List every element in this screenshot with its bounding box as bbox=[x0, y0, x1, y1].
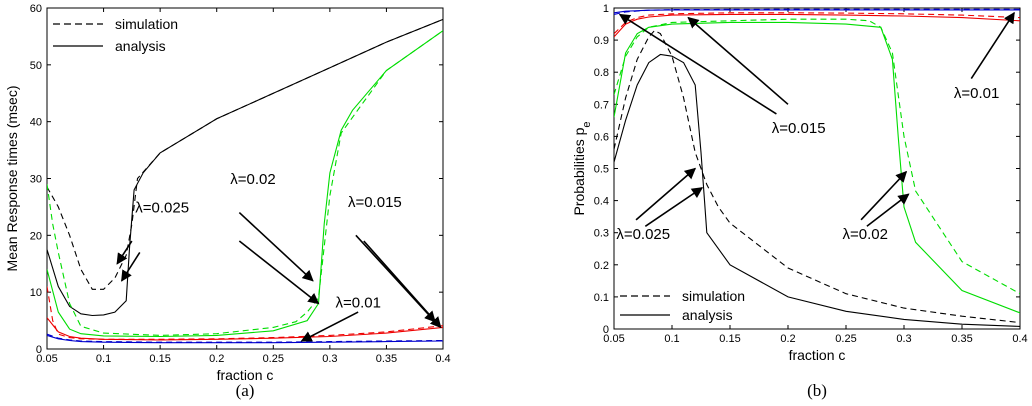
x-tick-label: 0.05 bbox=[603, 333, 624, 345]
annotation-arrow bbox=[618, 13, 777, 115]
series-line-analysis-lambda-0_025 bbox=[614, 53, 1020, 327]
y-tick-label: 0.6 bbox=[594, 131, 609, 143]
annotation-arrow bbox=[116, 240, 133, 265]
annotation-arrow bbox=[238, 240, 320, 305]
legend-label: simulation bbox=[682, 288, 745, 304]
x-tick-label: 0.2 bbox=[780, 333, 795, 345]
series-line-analysis-lambda-0_01 bbox=[47, 334, 443, 344]
y-tick-label: 0.1 bbox=[594, 292, 609, 304]
chart-panel-b: 0.05 0.1 0.15 0.2 0.25 0.3 0.35 0.4 0 0.1 0.2 0.3 0.… bbox=[571, 3, 1028, 400]
chart-panel-a: 0.05 0.1 0.15 0.2 0.25 0.3 0.35 0.4 0 10 20 30 40 50 6… bbox=[4, 3, 451, 400]
y-axis-label: Mean Response times (msec) bbox=[4, 86, 20, 272]
series-line-analysis-lambda-0_02 bbox=[47, 30, 443, 338]
legend-label: analysis bbox=[115, 38, 166, 54]
x-tick-label: 0.1 bbox=[96, 353, 111, 365]
x-tick-label: 0.4 bbox=[435, 353, 450, 365]
series-line-simulation-lambda-0_02 bbox=[47, 30, 443, 336]
annotation-label: λ=0.02 bbox=[230, 171, 275, 188]
y-tick-label: 0.2 bbox=[594, 260, 609, 272]
x-tick-label: 0.3 bbox=[896, 333, 911, 345]
x-axis-label: fraction c bbox=[217, 367, 274, 383]
y-tick-label: 0 bbox=[36, 344, 42, 356]
x-tick-label: 0.25 bbox=[263, 353, 284, 365]
x-tick-label: 0.35 bbox=[376, 353, 397, 365]
annotation-label: λ=0.015 bbox=[772, 120, 826, 137]
y-tick-label: 50 bbox=[30, 60, 42, 72]
y-tick-label: 0.3 bbox=[594, 228, 609, 240]
y-tick-label: 1 bbox=[603, 3, 609, 15]
annotation-arrow bbox=[860, 170, 908, 221]
y-tick-label: 0.9 bbox=[594, 35, 609, 47]
annotation-arrow bbox=[866, 193, 910, 227]
y-tick-label: 0 bbox=[603, 324, 609, 336]
series-line-analysis-lambda-0_015 bbox=[614, 13, 1020, 38]
series-line-simulation-lambda-0_025 bbox=[614, 29, 1020, 324]
annotation-label: λ=0.025 bbox=[135, 200, 189, 217]
x-tick-label: 0.4 bbox=[1012, 333, 1027, 345]
annotation-arrow bbox=[300, 311, 359, 342]
y-tick-label: 0.5 bbox=[594, 164, 609, 176]
annotation-arrow bbox=[363, 240, 442, 329]
x-tick-label: 0.05 bbox=[36, 353, 57, 365]
annotation-arrow bbox=[238, 212, 314, 282]
series-line-simulation-lambda-0_01 bbox=[614, 8, 1020, 15]
figure-caption: (a) bbox=[236, 381, 255, 400]
y-axis-label: Probabilities pe bbox=[571, 121, 593, 215]
series-line-analysis-lambda-0_01 bbox=[614, 9, 1020, 14]
annotation-arrow bbox=[687, 16, 789, 105]
legend-label: simulation bbox=[115, 16, 178, 32]
y-tick-label: 40 bbox=[30, 117, 42, 129]
series-line-simulation-lambda-0_02 bbox=[614, 18, 1020, 295]
annotation-label: λ=0.015 bbox=[348, 194, 402, 211]
legend: simulation analysis bbox=[620, 288, 745, 323]
figure-caption: (b) bbox=[807, 381, 827, 400]
x-tick-label: 0.15 bbox=[149, 353, 170, 365]
x-tick-label: 0.35 bbox=[951, 333, 972, 345]
x-tick-label: 0.3 bbox=[322, 353, 337, 365]
x-tick-label: 0.2 bbox=[209, 353, 224, 365]
y-tick-label: 20 bbox=[30, 230, 42, 242]
y-tick-label: 10 bbox=[30, 287, 42, 299]
y-tick-label: 60 bbox=[30, 3, 42, 15]
y-tick-label: 30 bbox=[30, 174, 42, 186]
series-line-analysis-lambda-0_02 bbox=[614, 21, 1020, 314]
legend-label: analysis bbox=[682, 307, 733, 323]
y-tick-label: 0.7 bbox=[594, 99, 609, 111]
x-tick-label: 0.15 bbox=[719, 333, 740, 345]
series-line-simulation-lambda-0_025 bbox=[47, 18, 443, 290]
annotation-label: λ=0.02 bbox=[843, 226, 888, 243]
annotation-arrow bbox=[635, 167, 697, 221]
annotation-arrow bbox=[644, 187, 704, 227]
legend: simulation analysis bbox=[53, 16, 178, 54]
annotation-label: λ=0.01 bbox=[336, 295, 381, 312]
annotation-label: λ=0.01 bbox=[954, 85, 999, 102]
series-line-analysis-lambda-0_015 bbox=[47, 317, 443, 341]
x-tick-label: 0.25 bbox=[835, 333, 856, 345]
y-tick-label: 0.4 bbox=[594, 196, 609, 208]
series-line-simulation-lambda-0_015 bbox=[614, 12, 1020, 35]
annotation-arrow bbox=[120, 251, 141, 282]
annotation-arrow bbox=[970, 11, 1015, 80]
x-axis-label: fraction c bbox=[789, 347, 846, 363]
annotation-label: λ=0.025 bbox=[616, 226, 670, 243]
series-line-simulation-lambda-0_015 bbox=[47, 286, 443, 340]
x-tick-label: 0.1 bbox=[664, 333, 679, 345]
y-tick-label: 0.8 bbox=[594, 67, 609, 79]
series-line-analysis-lambda-0_025 bbox=[47, 18, 443, 317]
